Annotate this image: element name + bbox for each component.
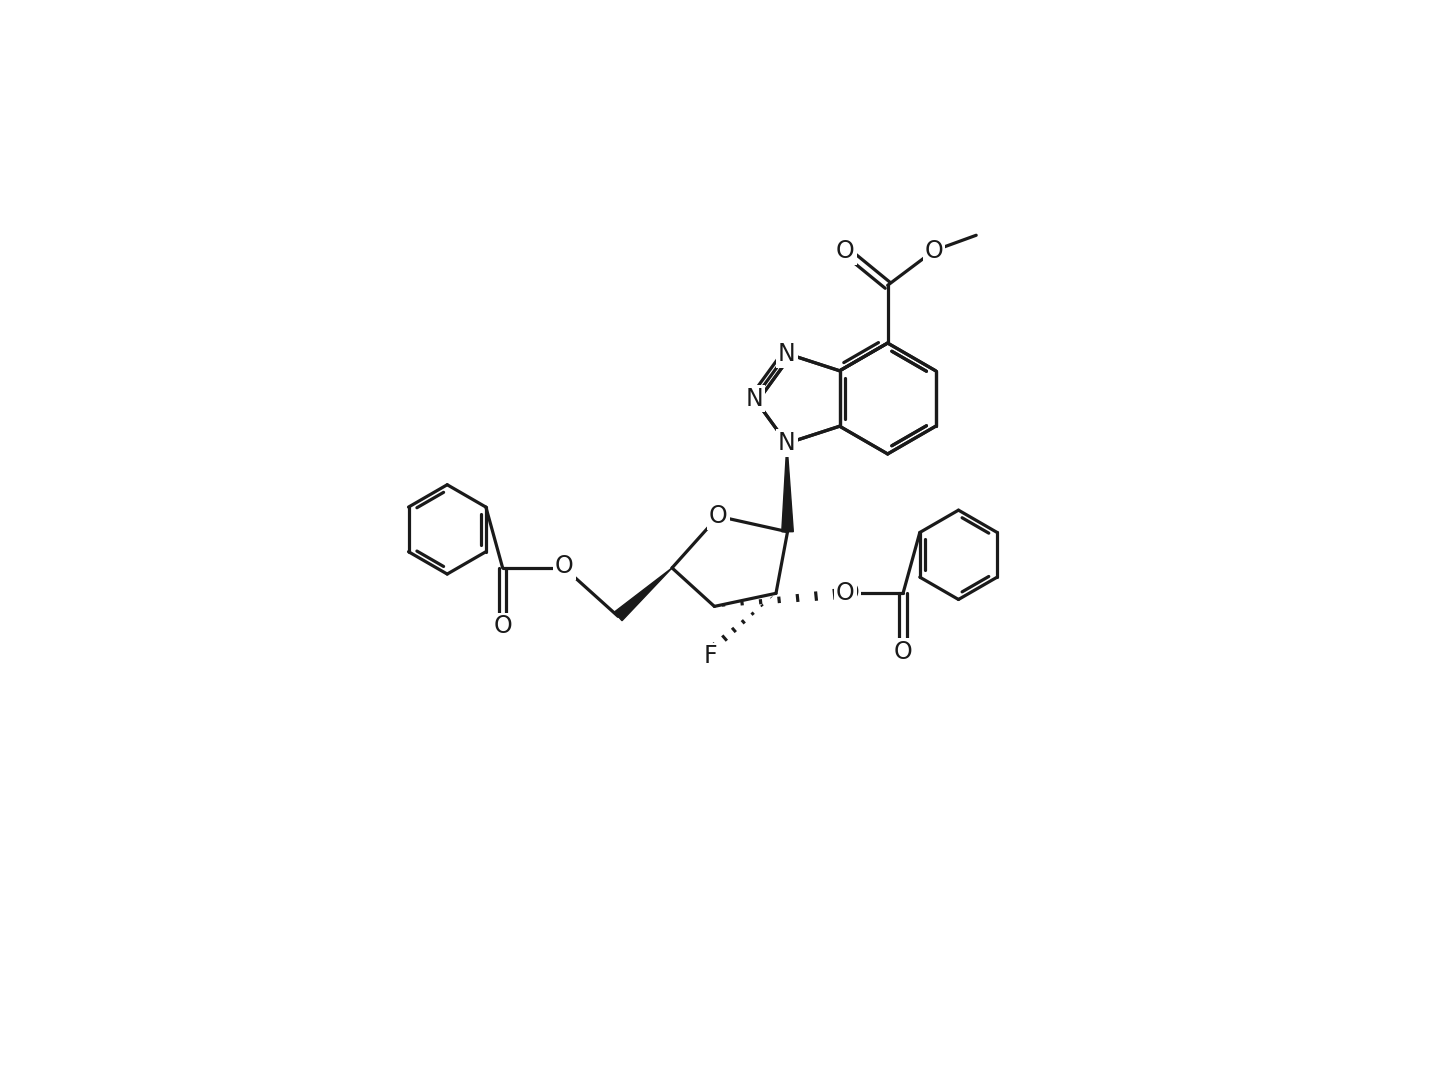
Text: F: F [704, 644, 718, 669]
Text: O: O [893, 640, 912, 664]
Text: N: N [778, 342, 796, 366]
Text: O: O [493, 615, 513, 639]
Text: O: O [554, 555, 573, 578]
Text: N: N [745, 387, 763, 411]
Text: O: O [893, 642, 912, 665]
Polygon shape [781, 443, 793, 532]
Text: O: O [836, 239, 854, 262]
Text: O: O [709, 503, 728, 527]
Text: N: N [778, 431, 796, 456]
Text: O: O [925, 239, 943, 262]
Text: O: O [554, 553, 573, 576]
Text: O: O [840, 582, 859, 605]
Text: O: O [709, 504, 728, 528]
Text: O: O [493, 616, 513, 640]
Text: O: O [836, 582, 854, 605]
Text: O: O [836, 239, 854, 262]
Text: N: N [745, 387, 763, 411]
Polygon shape [615, 568, 672, 620]
Text: F: F [704, 646, 718, 670]
Text: O: O [925, 239, 943, 262]
Text: N: N [778, 431, 796, 456]
Text: N: N [778, 342, 796, 366]
